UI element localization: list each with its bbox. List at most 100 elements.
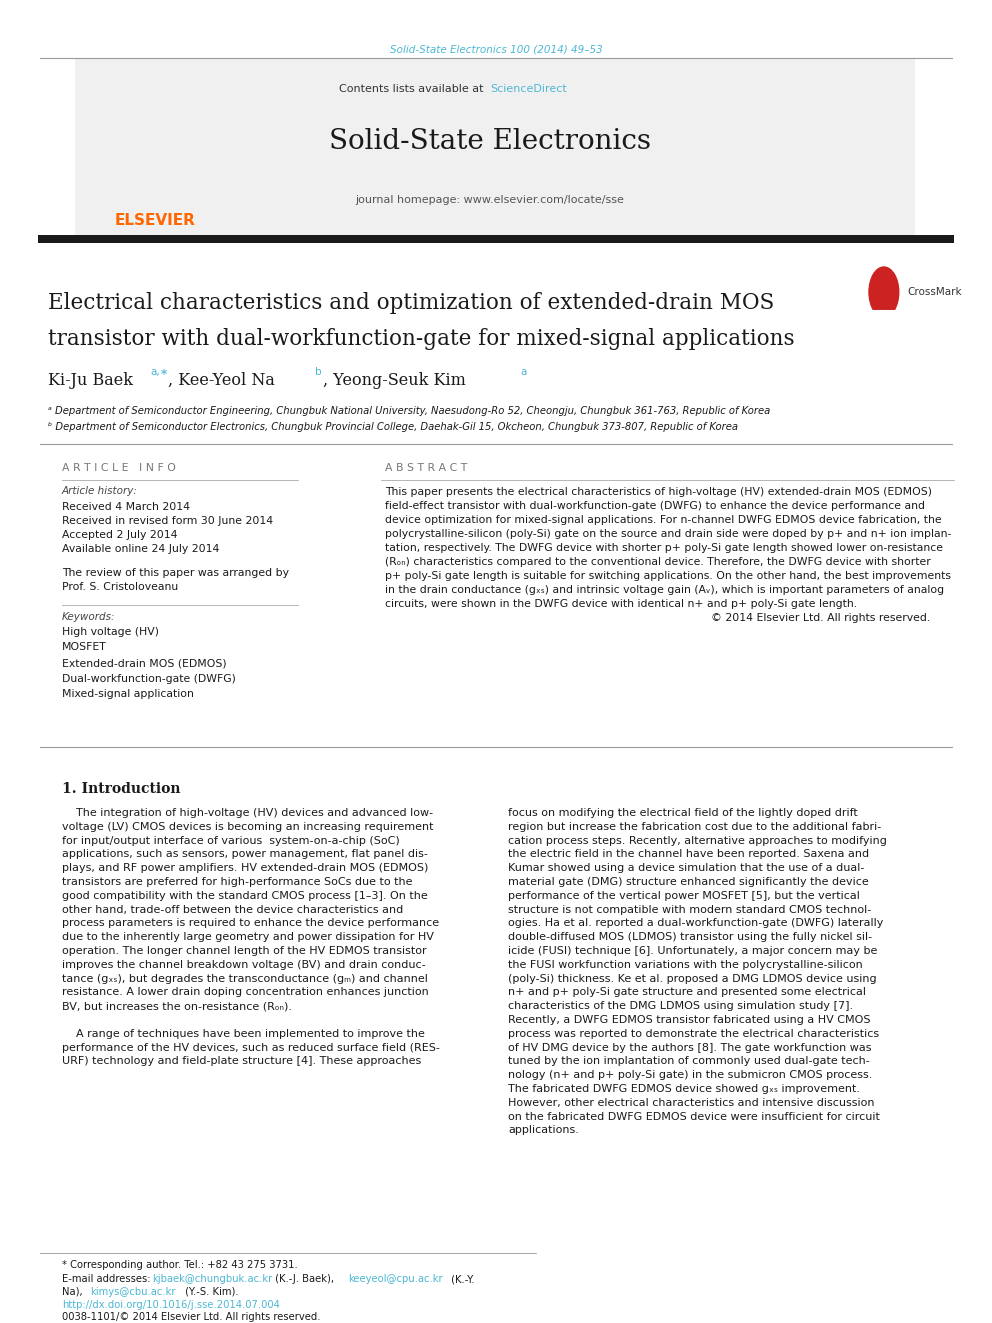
Text: The fabricated DWFG EDMOS device showed gₓₛ improvement.: The fabricated DWFG EDMOS device showed … xyxy=(508,1084,860,1094)
Text: (Y.-S. Kim).: (Y.-S. Kim). xyxy=(182,1287,239,1297)
Text: double-diffused MOS (LDMOS) transistor using the fully nickel sil-: double-diffused MOS (LDMOS) transistor u… xyxy=(508,933,872,942)
Text: transistor with dual-workfunction-gate for mixed-signal applications: transistor with dual-workfunction-gate f… xyxy=(48,328,795,351)
Text: Accepted 2 July 2014: Accepted 2 July 2014 xyxy=(62,531,178,540)
Text: Kumar showed using a device simulation that the use of a dual-: Kumar showed using a device simulation t… xyxy=(508,863,864,873)
Text: Ki-Ju Baek: Ki-Ju Baek xyxy=(48,372,133,389)
Text: cation process steps. Recently, alternative approaches to modifying: cation process steps. Recently, alternat… xyxy=(508,836,887,845)
Text: A range of techniques have been implemented to improve the: A range of techniques have been implemen… xyxy=(62,1029,425,1039)
Bar xyxy=(75,60,915,239)
Text: process parameters is required to enhance the device performance: process parameters is required to enhanc… xyxy=(62,918,439,929)
Text: b: b xyxy=(315,366,321,377)
Text: (Rₒₙ) characteristics compared to the conventional device. Therefore, the DWFG d: (Rₒₙ) characteristics compared to the co… xyxy=(385,557,930,568)
Text: Recently, a DWFG EDMOS transistor fabricated using a HV CMOS: Recently, a DWFG EDMOS transistor fabric… xyxy=(508,1015,871,1025)
Text: icide (FUSI) technique [6]. Unfortunately, a major concern may be: icide (FUSI) technique [6]. Unfortunatel… xyxy=(508,946,877,957)
Text: * Corresponding author. Tel.: +82 43 275 3731.: * Corresponding author. Tel.: +82 43 275… xyxy=(62,1259,298,1270)
Text: characteristics of the DMG LDMOS using simulation study [7].: characteristics of the DMG LDMOS using s… xyxy=(508,1002,853,1011)
Text: (K.-J. Baek),: (K.-J. Baek), xyxy=(272,1274,337,1285)
Text: circuits, were shown in the DWFG device with identical n+ and p+ poly-Si gate le: circuits, were shown in the DWFG device … xyxy=(385,599,857,609)
Text: the FUSI workfunction variations with the polycrystalline-silicon: the FUSI workfunction variations with th… xyxy=(508,959,863,970)
Text: applications.: applications. xyxy=(508,1126,579,1135)
Text: applications, such as sensors, power management, flat panel dis-: applications, such as sensors, power man… xyxy=(62,849,428,860)
Text: The review of this paper was arranged by: The review of this paper was arranged by xyxy=(62,568,289,578)
Text: performance of the HV devices, such as reduced surface field (RES-: performance of the HV devices, such as r… xyxy=(62,1043,439,1053)
Text: transistors are preferred for high-performance SoCs due to the: transistors are preferred for high-perfo… xyxy=(62,877,413,886)
Text: a,∗: a,∗ xyxy=(150,366,169,377)
Text: Available online 24 July 2014: Available online 24 July 2014 xyxy=(62,544,219,554)
Text: field-effect transistor with dual-workfunction-gate (DWFG) to enhance the device: field-effect transistor with dual-workfu… xyxy=(385,501,925,511)
Text: due to the inherently large geometry and power dissipation for HV: due to the inherently large geometry and… xyxy=(62,933,434,942)
Text: , Yeong-Seuk Kim: , Yeong-Seuk Kim xyxy=(323,372,466,389)
Text: n+ and p+ poly-Si gate structure and presented some electrical: n+ and p+ poly-Si gate structure and pre… xyxy=(508,987,866,998)
Text: tation, respectively. The DWFG device with shorter p+ poly-Si gate length showed: tation, respectively. The DWFG device wi… xyxy=(385,542,943,553)
Text: performance of the vertical power MOSFET [5], but the vertical: performance of the vertical power MOSFET… xyxy=(508,890,860,901)
Text: BV, but increases the on-resistance (Rₒₙ).: BV, but increases the on-resistance (Rₒₙ… xyxy=(62,1002,292,1011)
Text: , Kee-Yeol Na: , Kee-Yeol Na xyxy=(168,372,275,389)
Text: A R T I C L E   I N F O: A R T I C L E I N F O xyxy=(62,463,176,474)
Text: E-mail addresses:: E-mail addresses: xyxy=(62,1274,154,1285)
Text: journal homepage: www.elsevier.com/locate/sse: journal homepage: www.elsevier.com/locat… xyxy=(355,194,624,205)
Text: on the fabricated DWFG EDMOS device were insufficient for circuit: on the fabricated DWFG EDMOS device were… xyxy=(508,1111,880,1122)
Text: in the drain conductance (gₓₛ) and intrinsic voltage gain (Aᵥ), which is importa: in the drain conductance (gₓₛ) and intri… xyxy=(385,585,944,595)
Text: kimys@cbu.ac.kr: kimys@cbu.ac.kr xyxy=(90,1287,176,1297)
Text: ogies. Ha et al. reported a dual-workfunction-gate (DWFG) laterally: ogies. Ha et al. reported a dual-workfun… xyxy=(508,918,883,929)
Text: keeyeol@cpu.ac.kr: keeyeol@cpu.ac.kr xyxy=(348,1274,442,1285)
Text: plays, and RF power amplifiers. HV extended-drain MOS (EDMOS): plays, and RF power amplifiers. HV exten… xyxy=(62,863,429,873)
Text: material gate (DMG) structure enhanced significantly the device: material gate (DMG) structure enhanced s… xyxy=(508,877,869,886)
Text: URF) technology and field-plate structure [4]. These approaches: URF) technology and field-plate structur… xyxy=(62,1056,422,1066)
Text: Keywords:: Keywords: xyxy=(62,613,115,622)
Text: other hand, trade-off between the device characteristics and: other hand, trade-off between the device… xyxy=(62,905,404,914)
Text: Dual-workfunction-gate (DWFG): Dual-workfunction-gate (DWFG) xyxy=(62,673,236,684)
Text: Electrical characteristics and optimization of extended-drain MOS: Electrical characteristics and optimizat… xyxy=(48,292,775,314)
Text: ScienceDirect: ScienceDirect xyxy=(490,83,566,94)
Text: ᵃ Department of Semiconductor Engineering, Chungbuk National University, Naesudo: ᵃ Department of Semiconductor Engineerin… xyxy=(48,406,770,415)
Text: MOSFET: MOSFET xyxy=(62,643,107,652)
Text: good compatibility with the standard CMOS process [1–3]. On the: good compatibility with the standard CMO… xyxy=(62,890,428,901)
Text: Received in revised form 30 June 2014: Received in revised form 30 June 2014 xyxy=(62,516,273,527)
Text: improves the channel breakdown voltage (BV) and drain conduc-: improves the channel breakdown voltage (… xyxy=(62,959,426,970)
Text: structure is not compatible with modern standard CMOS technol-: structure is not compatible with modern … xyxy=(508,905,871,914)
Text: http://dx.doi.org/10.1016/j.sse.2014.07.004: http://dx.doi.org/10.1016/j.sse.2014.07.… xyxy=(62,1301,280,1310)
Text: tuned by the ion implantation of commonly used dual-gate tech-: tuned by the ion implantation of commonl… xyxy=(508,1056,870,1066)
Text: However, other electrical characteristics and intensive discussion: However, other electrical characteristic… xyxy=(508,1098,875,1107)
Text: resistance. A lower drain doping concentration enhances junction: resistance. A lower drain doping concent… xyxy=(62,987,429,998)
Text: for input/output interface of various  system-on-a-chip (SoC): for input/output interface of various sy… xyxy=(62,836,400,845)
Text: 0038-1101/© 2014 Elsevier Ltd. All rights reserved.: 0038-1101/© 2014 Elsevier Ltd. All right… xyxy=(62,1312,320,1322)
Bar xyxy=(38,235,954,243)
Text: 1. Introduction: 1. Introduction xyxy=(62,782,181,796)
Text: ᵇ Department of Semiconductor Electronics, Chungbuk Provincial College, Daehak-G: ᵇ Department of Semiconductor Electronic… xyxy=(48,422,738,433)
Text: This paper presents the electrical characteristics of high-voltage (HV) extended: This paper presents the electrical chara… xyxy=(385,487,932,497)
Ellipse shape xyxy=(869,267,899,318)
Text: operation. The longer channel length of the HV EDMOS transistor: operation. The longer channel length of … xyxy=(62,946,427,957)
Text: polycrystalline-silicon (poly-Si) gate on the source and drain side were doped b: polycrystalline-silicon (poly-Si) gate o… xyxy=(385,529,951,538)
Text: Contents lists available at: Contents lists available at xyxy=(339,83,487,94)
Text: The integration of high-voltage (HV) devices and advanced low-: The integration of high-voltage (HV) dev… xyxy=(62,808,434,818)
Text: Na),: Na), xyxy=(62,1287,85,1297)
Text: Extended-drain MOS (EDMOS): Extended-drain MOS (EDMOS) xyxy=(62,658,226,668)
Text: CrossMark: CrossMark xyxy=(908,287,962,298)
Text: focus on modifying the electrical field of the lightly doped drift: focus on modifying the electrical field … xyxy=(508,808,858,818)
Text: voltage (LV) CMOS devices is becoming an increasing requirement: voltage (LV) CMOS devices is becoming an… xyxy=(62,822,434,832)
Text: p+ poly-Si gate length is suitable for switching applications. On the other hand: p+ poly-Si gate length is suitable for s… xyxy=(385,572,951,581)
Text: device optimization for mixed-signal applications. For n-channel DWFG EDMOS devi: device optimization for mixed-signal app… xyxy=(385,515,941,525)
Text: Article history:: Article history: xyxy=(62,486,138,496)
Text: (K.-Y.: (K.-Y. xyxy=(448,1274,474,1285)
Text: High voltage (HV): High voltage (HV) xyxy=(62,627,159,636)
Text: (poly-Si) thickness. Ke et al. proposed a DMG LDMOS device using: (poly-Si) thickness. Ke et al. proposed … xyxy=(508,974,877,983)
Text: kjbaek@chungbuk.ac.kr: kjbaek@chungbuk.ac.kr xyxy=(152,1274,272,1285)
Text: ELSEVIER: ELSEVIER xyxy=(114,213,195,228)
Text: region but increase the fabrication cost due to the additional fabri-: region but increase the fabrication cost… xyxy=(508,822,881,832)
Text: nology (n+ and p+ poly-Si gate) in the submicron CMOS process.: nology (n+ and p+ poly-Si gate) in the s… xyxy=(508,1070,872,1080)
Text: © 2014 Elsevier Ltd. All rights reserved.: © 2014 Elsevier Ltd. All rights reserved… xyxy=(710,613,930,623)
Text: a: a xyxy=(520,366,527,377)
Text: the electric field in the channel have been reported. Saxena and: the electric field in the channel have b… xyxy=(508,849,869,860)
Text: A B S T R A C T: A B S T R A C T xyxy=(385,463,467,474)
Text: Prof. S. Cristoloveanu: Prof. S. Cristoloveanu xyxy=(62,582,179,591)
Polygon shape xyxy=(872,311,896,321)
Text: Mixed-signal application: Mixed-signal application xyxy=(62,689,193,699)
Text: Received 4 March 2014: Received 4 March 2014 xyxy=(62,501,190,512)
Text: of HV DMG device by the authors [8]. The gate workfunction was: of HV DMG device by the authors [8]. The… xyxy=(508,1043,872,1053)
Text: tance (gₓₛ), but degrades the transconductance (gₘ) and channel: tance (gₓₛ), but degrades the transcondu… xyxy=(62,974,428,983)
Text: Solid-State Electronics: Solid-State Electronics xyxy=(329,128,651,155)
Text: process was reported to demonstrate the electrical characteristics: process was reported to demonstrate the … xyxy=(508,1029,879,1039)
Text: Solid-State Electronics 100 (2014) 49–53: Solid-State Electronics 100 (2014) 49–53 xyxy=(390,44,602,54)
